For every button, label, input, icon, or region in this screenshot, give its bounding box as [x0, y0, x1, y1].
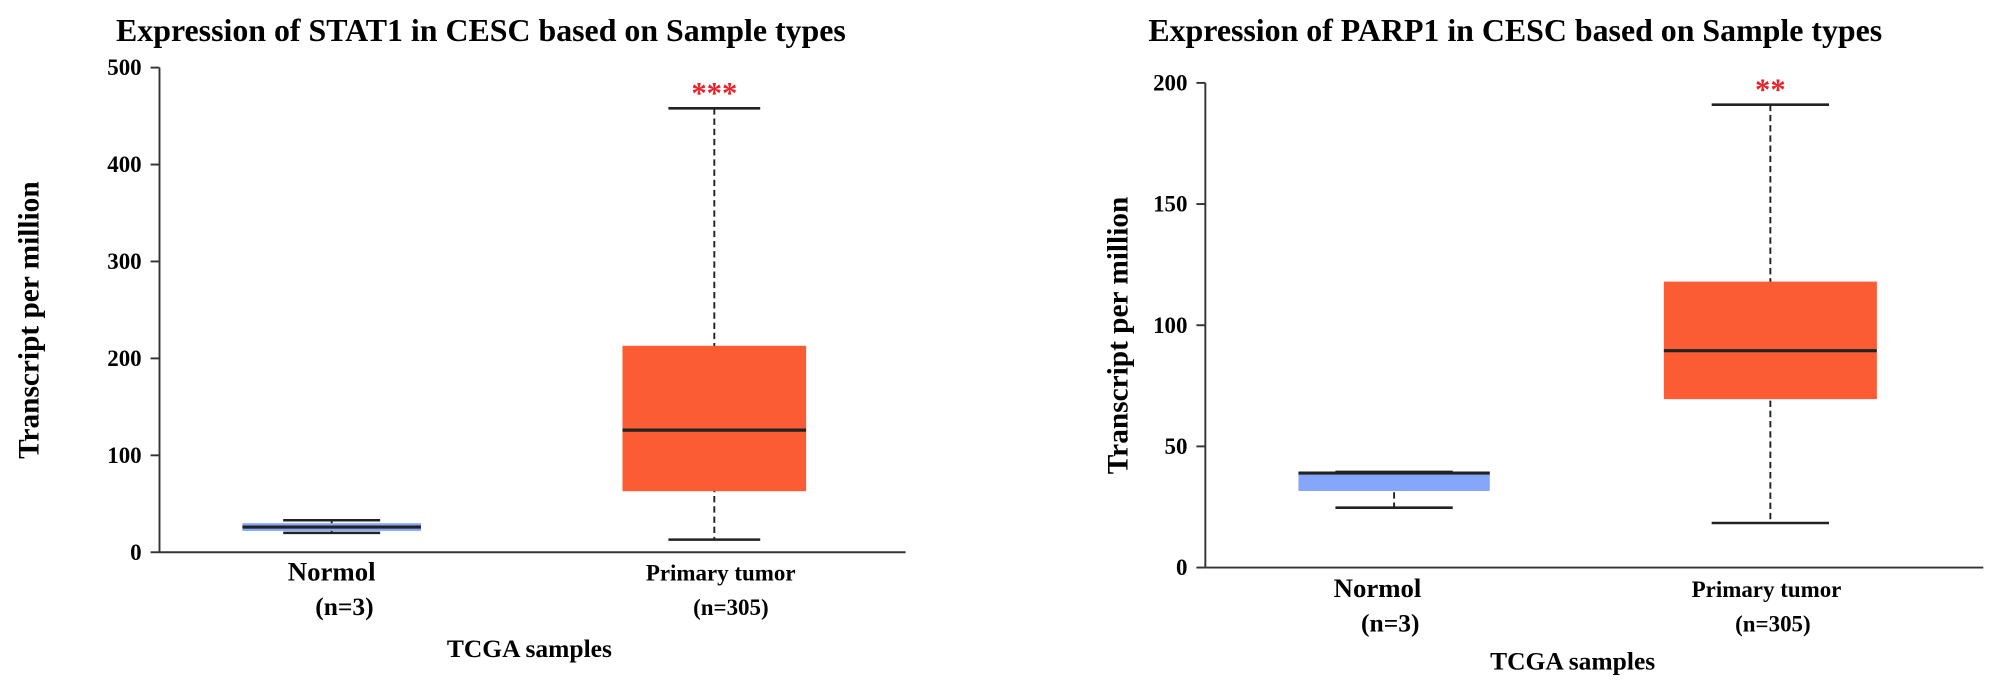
y-tick-label: 150	[1153, 192, 1187, 217]
box-tumor: ***	[622, 76, 807, 541]
y-axis-label: Transcript per million	[1103, 197, 1135, 475]
y-tick-label: 100	[107, 443, 141, 468]
chart-title: Expression of STAT1 in CESC based on Sam…	[116, 13, 846, 48]
box-tumor: **	[1663, 73, 1877, 525]
x-axis-label: TCGA samples	[447, 634, 612, 663]
significance-stars: **	[1755, 73, 1786, 107]
box-normal	[1298, 470, 1490, 509]
x-tick-sample-count: (n=305)	[1735, 611, 1811, 636]
y-tick-label: 300	[107, 249, 141, 274]
x-tick-sample-count: (n=305)	[693, 595, 769, 620]
x-tick-sample-count: (n=3)	[1361, 608, 1419, 637]
x-tick-sample-count: (n=3)	[315, 592, 373, 621]
y-axis-label: Transcript per million	[13, 181, 45, 459]
x-tick-label: Normol	[1334, 573, 1422, 603]
y-tick-label: 0	[130, 540, 141, 565]
y-tick-label: 200	[107, 346, 141, 371]
x-tick-label: Normol	[288, 556, 376, 586]
x-axis-label: TCGA samples	[1490, 647, 1655, 676]
x-tick-label: Primary tumor	[646, 560, 796, 585]
chart-2: Expression of PARP1 in CESC based on Sam…	[1103, 13, 1984, 676]
y-tick-label: 200	[1153, 71, 1187, 96]
y-tick-label: 400	[107, 152, 141, 177]
box-iqr	[1663, 281, 1877, 400]
chart-title: Expression of PARP1 in CESC based on Sam…	[1148, 13, 1882, 48]
box-iqr	[622, 345, 807, 492]
x-tick-label: Primary tumor	[1692, 577, 1842, 602]
box-normal	[242, 518, 421, 535]
box-iqr	[1298, 471, 1490, 491]
significance-stars: ***	[691, 76, 737, 110]
y-tick-label: 100	[1153, 313, 1187, 338]
y-tick-label: 500	[107, 55, 141, 80]
y-tick-label: 0	[1176, 555, 1187, 580]
chart-1: Expression of STAT1 in CESC based on Sam…	[13, 13, 906, 663]
y-tick-label: 50	[1165, 434, 1188, 459]
